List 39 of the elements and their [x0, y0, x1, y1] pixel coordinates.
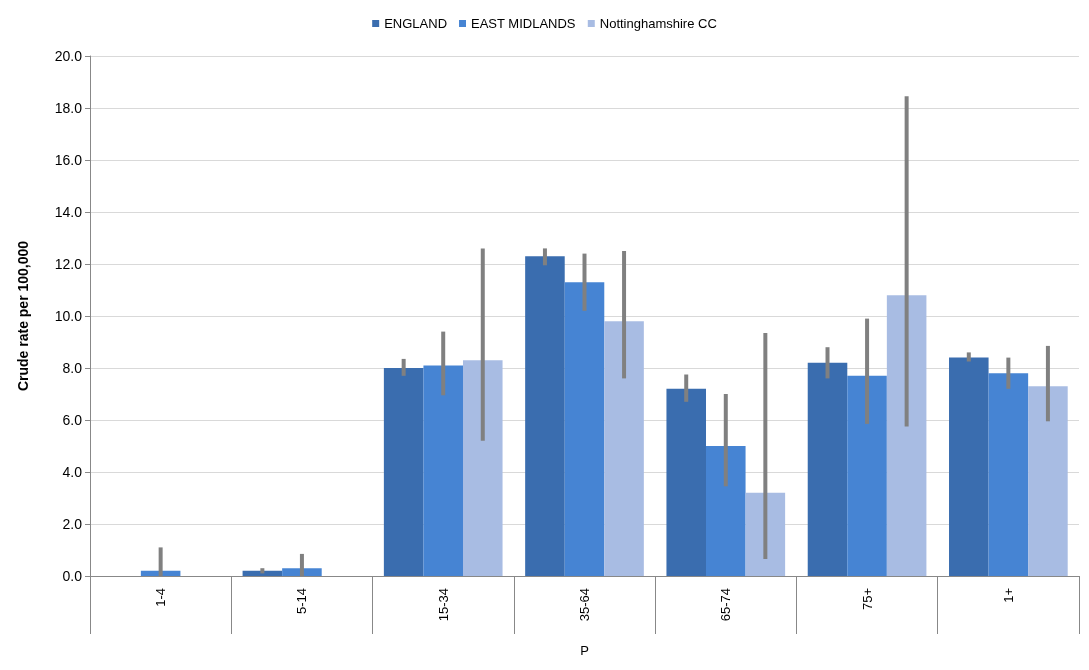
bar [847, 375, 887, 576]
y-tick-label: 4.0 [62, 464, 83, 480]
y-tick-label: 14.0 [54, 204, 83, 220]
y-axis-title: Crude rate per 100,000 [15, 240, 31, 392]
x-tick-label: 35-64 [577, 588, 592, 622]
bar [462, 360, 503, 576]
x-tick-label: 75+ [859, 588, 875, 611]
y-tick-label: 20.0 [54, 48, 83, 64]
y-tick-label: 6.0 [62, 412, 83, 428]
x-tick-label: 65-74 [718, 588, 734, 622]
x-tick-label: 1-4 [153, 588, 169, 607]
bar [564, 282, 605, 576]
y-tick-label: 2.0 [62, 516, 83, 532]
bar [886, 295, 927, 576]
bar [988, 373, 1029, 576]
bar [745, 492, 786, 576]
y-tick-label: 18.0 [54, 100, 83, 116]
legend-label: Nottinghamshire CC [599, 16, 717, 31]
bar [242, 570, 283, 576]
bar [383, 368, 424, 576]
bar [604, 321, 644, 576]
legend-label: EAST MIDLANDS [471, 16, 576, 31]
legend-label: ENGLAND [384, 16, 448, 31]
y-tick-label: 8.0 [62, 360, 83, 376]
bar [706, 446, 746, 576]
y-tick-label: 12.0 [54, 256, 83, 272]
bar [666, 388, 707, 576]
x-axis-title: P [580, 643, 589, 658]
bar [807, 362, 848, 576]
y-tick-label: 10.0 [54, 308, 83, 324]
x-tick-label: 5-14 [294, 588, 310, 615]
bar [949, 357, 989, 576]
bar [1028, 386, 1068, 576]
x-tick-label: 15-34 [435, 588, 451, 622]
y-tick-label: 16.0 [54, 152, 83, 168]
y-tick-label: 0.0 [62, 568, 83, 584]
x-tick-label: 1+ [1000, 588, 1016, 603]
bar [423, 365, 463, 576]
bar [525, 256, 565, 576]
